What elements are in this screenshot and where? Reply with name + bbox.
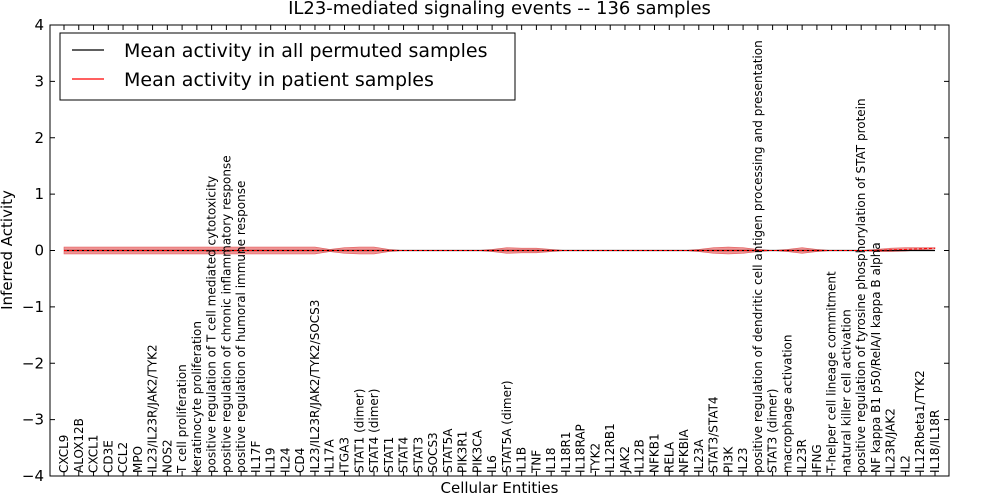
x-tick-label: SOCS3 bbox=[426, 432, 440, 473]
x-tick-label: IL18 bbox=[544, 448, 558, 474]
y-axis-title: Inferred Activity bbox=[0, 190, 16, 310]
x-tick-label: RELA bbox=[662, 441, 676, 473]
x-tick-label: macrophage activation bbox=[780, 335, 794, 473]
legend-label-patient: Mean activity in patient samples bbox=[124, 69, 434, 91]
x-tick-label: CD4 bbox=[293, 448, 307, 473]
x-tick-label: STAT5A bbox=[441, 428, 455, 473]
x-tick-label: NF kappa B1 p50/RelA/I kappa B alpha bbox=[869, 242, 883, 473]
x-tick-label: IL23A bbox=[692, 439, 706, 473]
x-axis-title: Cellular Entities bbox=[441, 479, 559, 497]
x-tick-label: CXCL9 bbox=[57, 435, 71, 473]
x-tick-label: PIK3R1 bbox=[456, 431, 470, 473]
x-tick-label: positive regulation of humoral immune re… bbox=[234, 181, 248, 473]
x-tick-label: JAK2 bbox=[618, 446, 632, 474]
x-tick-label: STAT1 bbox=[382, 437, 396, 473]
x-tick-label: PI3K bbox=[721, 446, 735, 473]
y-tick-label: 3 bbox=[34, 72, 44, 90]
x-tick-label: NFKB1 bbox=[648, 433, 662, 473]
x-tick-label: IL23 bbox=[736, 448, 750, 474]
x-tick-label: PIK3CA bbox=[470, 429, 484, 473]
y-tick-label: −3 bbox=[22, 411, 44, 429]
x-tick-label: IFNG bbox=[810, 444, 824, 473]
x-tick-label: T-helper cell lineage commitment bbox=[825, 271, 839, 474]
x-tick-label: IL18RAP bbox=[574, 424, 588, 473]
x-tick-label: STAT4 (dimer) bbox=[367, 389, 381, 473]
x-tick-label: IL23R/JAK2 bbox=[884, 408, 898, 473]
x-tick-label: STAT5A (dimer) bbox=[500, 380, 514, 473]
y-tick-label: −2 bbox=[22, 354, 44, 372]
x-tick-label: CD3E bbox=[101, 440, 115, 473]
series-line-patient bbox=[64, 247, 936, 251]
x-tick-label: STAT1 (dimer) bbox=[352, 389, 366, 473]
legend: Mean activity in all permuted samples Me… bbox=[59, 32, 516, 101]
chart-title: IL23-mediated signaling events -- 136 sa… bbox=[288, 0, 711, 19]
y-tick-label: −4 bbox=[22, 467, 44, 485]
x-tick-label: IL17F bbox=[249, 441, 263, 473]
x-tick-label: positive regulation of T cell mediated c… bbox=[205, 176, 219, 473]
x-tick-label: IL2 bbox=[899, 455, 913, 473]
x-tick-label: positive regulation of dendritic cell an… bbox=[751, 40, 765, 473]
x-tick-label: TNF bbox=[529, 450, 543, 474]
x-tick-label: natural killer cell activation bbox=[839, 309, 853, 473]
x-tick-label: IL6 bbox=[485, 455, 499, 473]
x-tick-label: ALOX12B bbox=[72, 418, 86, 473]
x-tick-label: STAT3/STAT4 bbox=[707, 396, 721, 473]
x-tick-label: IL1B bbox=[515, 447, 529, 473]
y-tick-label: 4 bbox=[34, 16, 44, 34]
x-tick-label: CXCL1 bbox=[87, 435, 101, 473]
x-tick-label: IL18/IL18R bbox=[928, 410, 942, 473]
x-tick-label: CCL2 bbox=[116, 442, 130, 473]
x-tick-label: IL12RB1 bbox=[603, 423, 617, 473]
plot-area bbox=[63, 246, 936, 255]
x-tick-label: MPO bbox=[131, 446, 145, 473]
x-tick-label: STAT3 bbox=[411, 437, 425, 473]
x-tick-label: positive regulation of chronic inflammat… bbox=[219, 155, 233, 473]
x-tick-label: IL23R bbox=[795, 439, 809, 473]
y-axis-ticks: −4 −3 −2 −1 0 1 2 3 4 bbox=[22, 16, 949, 485]
y-tick-label: 1 bbox=[34, 185, 44, 203]
x-tick-label: IL18R1 bbox=[559, 432, 573, 473]
x-tick-label: IL23/IL23R/JAK2/TYK2 bbox=[146, 344, 160, 473]
x-tick-label: IL17A bbox=[323, 439, 337, 473]
x-axis-labels: CXCL9 ALOX12B CXCL1 CD3E CCL2 MPO IL23/IL23R/J… bbox=[57, 25, 942, 476]
x-tick-label: IL23/IL23R/JAK2/TYK2/SOCS3 bbox=[308, 300, 322, 473]
x-tick-label: keratinocyte proliferation bbox=[190, 321, 204, 473]
x-tick-label: IL12Rbeta1/TYK2 bbox=[913, 370, 927, 473]
x-tick-label: IL12B bbox=[633, 439, 647, 473]
x-tick-label: positive regulation of tyrosine phosphor… bbox=[854, 98, 868, 473]
y-tick-label: 0 bbox=[34, 242, 44, 260]
x-tick-label: IL19 bbox=[264, 448, 278, 474]
y-tick-label: 2 bbox=[34, 129, 44, 147]
x-tick-label: NFKBIA bbox=[677, 428, 691, 473]
legend-label-permuted: Mean activity in all permuted samples bbox=[124, 40, 487, 62]
x-tick-label: IL24 bbox=[278, 448, 292, 474]
y-tick-label: −1 bbox=[22, 298, 44, 316]
x-tick-label: STAT4 bbox=[397, 437, 411, 473]
x-tick-label: T cell proliferation bbox=[175, 364, 189, 474]
x-tick-label: ITGA3 bbox=[338, 437, 352, 473]
x-tick-label: STAT3 (dimer) bbox=[766, 389, 780, 473]
x-tick-label: NOS2 bbox=[160, 439, 174, 473]
legend-box bbox=[59, 32, 516, 101]
x-tick-label: TYK2 bbox=[589, 443, 603, 474]
